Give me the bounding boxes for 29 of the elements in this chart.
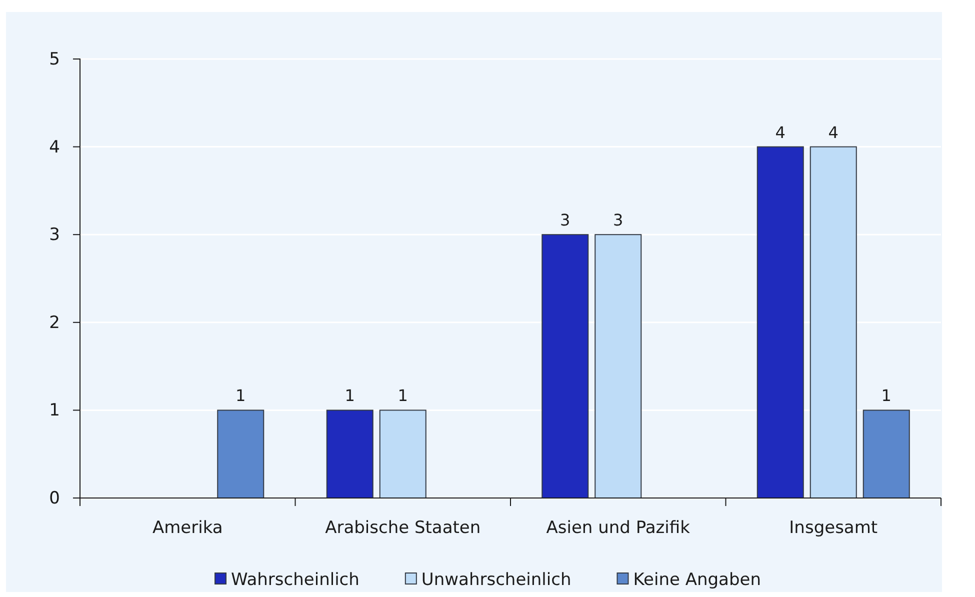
data-label: 4 <box>775 122 786 142</box>
data-label: 3 <box>560 210 570 230</box>
bar <box>756 146 804 498</box>
y-tick-label: 1 <box>49 400 60 421</box>
x-tick-label: Amerika <box>152 518 223 538</box>
x-tick-label: Insgesamt <box>789 518 878 538</box>
x-tick-label: Asien und Pazifik <box>546 518 690 538</box>
data-label: 1 <box>398 386 408 406</box>
x-tick-label: Arabische Staaten <box>325 518 481 538</box>
bar <box>326 410 374 498</box>
y-tick-label: 4 <box>49 137 60 158</box>
data-label: 1 <box>881 386 892 406</box>
bar <box>810 146 857 498</box>
y-tick-label: 5 <box>49 49 60 70</box>
bar <box>862 410 910 498</box>
y-tick-label: 2 <box>49 312 60 333</box>
legend-label: Unwahrscheinlich <box>421 570 572 590</box>
y-tick-label: 3 <box>49 225 60 246</box>
legend-label: Keine Angaben <box>633 570 761 590</box>
data-label: 3 <box>613 210 624 230</box>
bar <box>379 410 426 498</box>
bar <box>217 410 264 498</box>
data-label: 1 <box>236 386 246 406</box>
bar <box>594 234 642 498</box>
legend-label: Wahrscheinlich <box>231 570 360 590</box>
y-tick-label: 0 <box>49 488 60 508</box>
data-label: 1 <box>344 386 355 406</box>
bar <box>542 234 589 498</box>
data-label: 4 <box>828 122 838 142</box>
